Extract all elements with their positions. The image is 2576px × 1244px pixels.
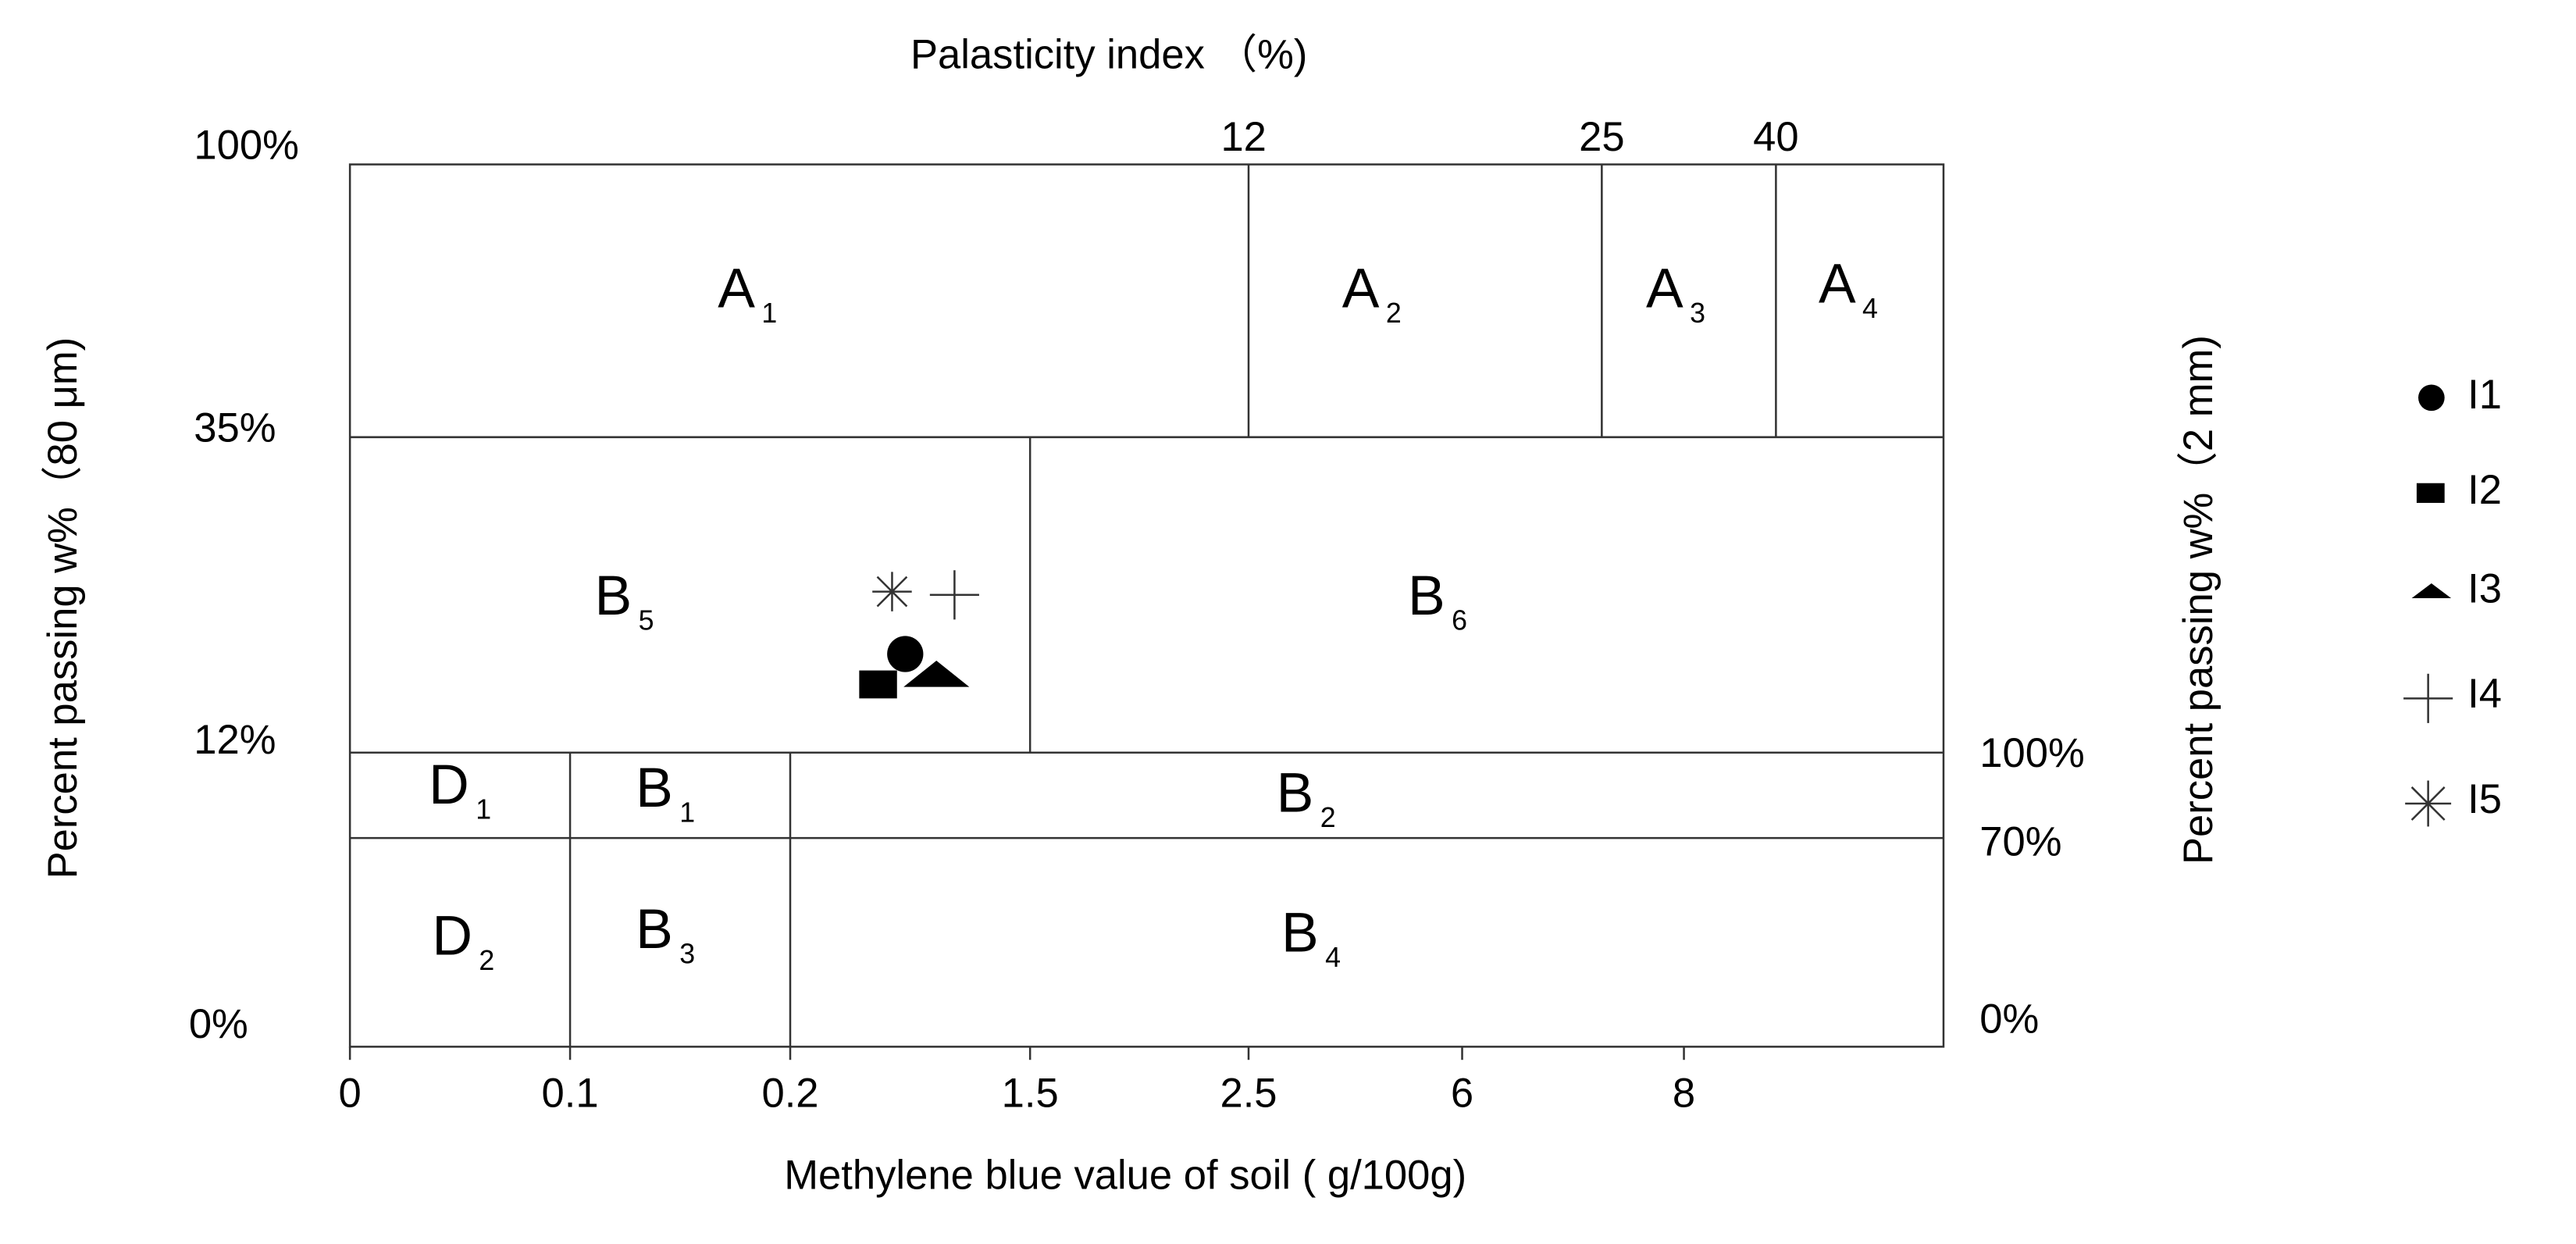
zone-letter: A [1819, 252, 1856, 315]
legend-label: I3 [2467, 565, 2502, 611]
left-tick-label: 12% [194, 717, 276, 763]
left-axis-title: Percent passing w%（80 μm) [40, 337, 86, 879]
top-tick-label: 40 [1753, 114, 1798, 160]
ticks: 0 0.1 0.2 1.5 2.5 6 812 25 40100%35%12%0%100%70%… [189, 114, 2085, 1117]
zone-subscript: 3 [679, 939, 695, 970]
zone-subscript: 2 [479, 946, 494, 977]
zone-letter: B [1281, 901, 1319, 964]
zone-letter: B [1408, 565, 1445, 627]
zone-letter: A [1646, 258, 1683, 320]
legend-marker [2411, 583, 2452, 598]
zone-subscript: 4 [1325, 942, 1341, 973]
legend-marker [2416, 483, 2445, 503]
legend-label: I2 [2467, 467, 2502, 513]
zone-letter: B [594, 565, 632, 627]
zone-subscript: 1 [679, 797, 695, 829]
zone-subscript: 2 [1320, 802, 1336, 833]
right-axis-title: Percent passing w%（2 mm) [2175, 335, 2221, 864]
x-tick-label: 0 [339, 1070, 362, 1116]
zone-subscript: 5 [639, 605, 654, 636]
top-tick-label: 25 [1579, 114, 1624, 160]
marker-i1 [887, 636, 924, 672]
zone-letter: A [1342, 258, 1380, 320]
x-tick-label: 6 [1451, 1070, 1473, 1116]
zone-subscript: 3 [1690, 298, 1705, 330]
x-tick-label: 2.5 [1220, 1070, 1277, 1116]
zone-lines [350, 164, 1944, 1047]
legend-marker [2403, 673, 2453, 723]
zones: A 1 A 2 A 3 A 4B 5 B 6D 1 B 1 B 2D 2B 3 B 4 [429, 252, 1878, 976]
marker-i4 [929, 570, 979, 620]
frame [348, 163, 1945, 1048]
legend-marker [2418, 384, 2445, 412]
zone-letter: D [432, 905, 472, 968]
zone-subscript: 6 [1452, 605, 1467, 636]
zone-subscript: 2 [1386, 298, 1402, 330]
x-tick-label: 1.5 [1002, 1070, 1059, 1116]
legend-marker [2405, 780, 2452, 827]
left-tick-label: 0% [189, 1001, 248, 1047]
x-axis-title: Methylene blue value of soil ( g/100g) [784, 1153, 1466, 1199]
right-tick-label: 0% [1979, 996, 2039, 1043]
zone-letter: B [636, 757, 673, 819]
legend-label: I4 [2467, 671, 2502, 717]
zone-subscript: 1 [761, 298, 777, 330]
legend-label: I5 [2467, 776, 2502, 822]
zone-subscript: 4 [1862, 293, 1878, 324]
x-tick-label: 0.1 [542, 1070, 599, 1116]
legend: I1 I2 I3 I4 I5 [2403, 372, 2502, 827]
legend-label: I1 [2467, 372, 2502, 418]
marker-i3 [903, 660, 970, 687]
x-tick-label: 0.2 [761, 1070, 818, 1116]
left-tick-label: 100% [194, 122, 298, 168]
zone-subscript: 1 [476, 794, 491, 825]
right-tick-label: 100% [1979, 730, 2084, 776]
left-tick-label: 35% [194, 405, 276, 451]
zone-letter: A [718, 258, 755, 320]
top-axis-title: Palasticity index （%) [910, 32, 1307, 78]
top-tick-label: 12 [1220, 114, 1266, 160]
right-tick-label: 70% [1979, 818, 2061, 864]
zone-letter: B [1277, 761, 1314, 824]
zone-letter: D [429, 754, 469, 816]
x-tick-label: 8 [1673, 1070, 1695, 1116]
points [859, 570, 979, 699]
zone-letter: B [636, 898, 673, 961]
marker-i5 [872, 572, 912, 611]
marker-i2 [859, 670, 897, 699]
